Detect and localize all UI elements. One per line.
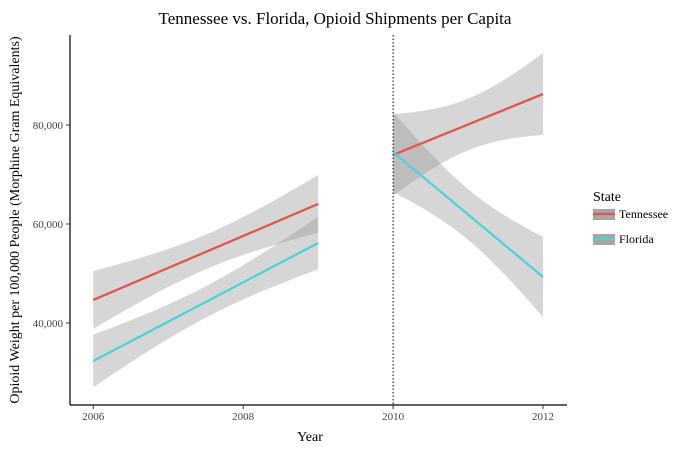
- trend-line-florida: [392, 151, 544, 278]
- x-ticks: 2006 2008 2010 2012: [82, 405, 554, 423]
- y-axis-label: Opioid Weight per 100,000 People (Morphi…: [8, 36, 23, 404]
- y-tick-label: 40,000: [33, 318, 64, 330]
- legend-title: State: [593, 190, 621, 205]
- y-ticks: 40,000 60,000 80,000: [33, 120, 70, 330]
- series-lines: [92, 92, 544, 363]
- legend-label-tennessee: Tennessee: [619, 207, 668, 221]
- trend-line-tennessee: [92, 202, 319, 302]
- legend-label-florida: Florida: [619, 232, 654, 246]
- trend-line-tennessee: [392, 92, 544, 157]
- legend: State Tennessee Florida: [593, 190, 668, 246]
- x-tick-label: 2006: [82, 411, 105, 423]
- y-tick-label: 80,000: [33, 120, 64, 132]
- x-tick-label: 2008: [232, 411, 255, 423]
- x-axis-label: Year: [297, 430, 323, 445]
- x-tick-label: 2012: [532, 411, 554, 423]
- trend-line-florida: [92, 241, 319, 363]
- x-tick-label: 2010: [382, 411, 405, 423]
- chart-title: Tennessee vs. Florida, Opioid Shipments …: [159, 9, 512, 28]
- y-tick-label: 60,000: [33, 219, 64, 231]
